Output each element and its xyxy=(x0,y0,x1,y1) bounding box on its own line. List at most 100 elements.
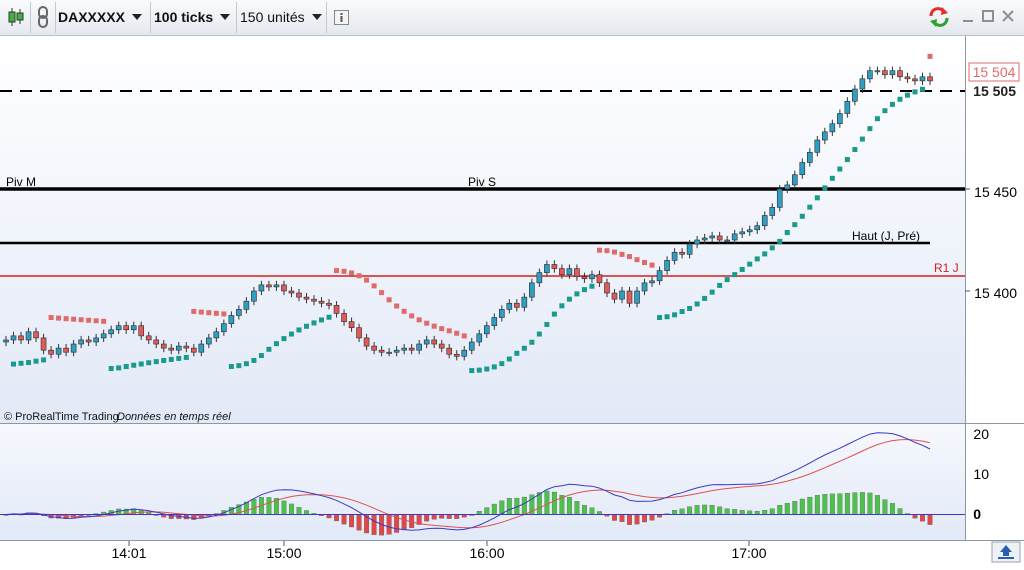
candle-body xyxy=(521,296,528,308)
histogram-bar xyxy=(491,503,497,515)
histogram-bar xyxy=(251,499,257,515)
scroll-to-end-button[interactable] xyxy=(991,541,1021,563)
candle-body xyxy=(243,300,250,310)
histogram-bar xyxy=(844,492,850,515)
candle-body xyxy=(453,353,460,357)
link-button[interactable] xyxy=(32,4,54,30)
candle-body xyxy=(739,231,745,235)
sar-dot xyxy=(424,320,430,326)
sar-dot xyxy=(341,268,347,274)
histogram-bar xyxy=(589,507,595,515)
sar-dot xyxy=(146,360,152,366)
candle-body xyxy=(544,264,550,273)
sar-dot xyxy=(814,195,820,201)
candle-body xyxy=(408,347,415,351)
histogram-bar xyxy=(289,503,294,515)
sar-dot xyxy=(657,315,663,321)
indicator-panel-bg xyxy=(0,424,965,540)
candle-body xyxy=(897,70,903,78)
histogram-bar xyxy=(506,498,512,515)
histogram-bar xyxy=(777,505,783,515)
chart-type-button[interactable] xyxy=(4,4,28,30)
histogram-bar xyxy=(581,505,587,515)
histogram-bar xyxy=(446,514,452,519)
histogram-bar xyxy=(859,492,865,515)
histogram-bar xyxy=(867,492,873,515)
sar-dot xyxy=(649,262,655,268)
sar-dot xyxy=(521,345,527,351)
chart-area[interactable]: Piv M Piv S Haut (J, Pré) R1 J 15 450 15… xyxy=(0,36,1024,565)
histogram-bar xyxy=(672,509,678,515)
sar-dot xyxy=(138,361,144,367)
histogram-bar xyxy=(762,509,768,515)
histogram-bar xyxy=(920,514,925,522)
sar-dot xyxy=(777,238,783,244)
candle-body xyxy=(213,331,220,339)
close-icon[interactable] xyxy=(1000,8,1016,24)
minimize-icon[interactable] xyxy=(960,8,976,24)
sar-dot xyxy=(589,283,595,289)
chevron-down-icon xyxy=(220,14,231,20)
candle-body xyxy=(799,162,806,176)
sar-dot xyxy=(889,101,895,107)
histogram-bar xyxy=(349,514,355,528)
maximize-icon[interactable] xyxy=(980,8,996,24)
candle-body xyxy=(153,339,160,345)
units-label: 150 unités xyxy=(240,9,305,25)
histogram-bar xyxy=(386,514,392,535)
candle-body xyxy=(206,337,212,345)
sar-dot xyxy=(852,147,858,153)
candle-body xyxy=(33,331,39,339)
sar-dot xyxy=(904,92,910,98)
sar-dot xyxy=(78,317,84,323)
candle-body xyxy=(822,131,828,141)
candle-body xyxy=(611,292,618,300)
chevron-down-icon xyxy=(311,14,322,20)
sar-dot xyxy=(732,272,738,278)
histogram-bar xyxy=(341,514,347,525)
candle-body xyxy=(529,282,535,298)
candle-body xyxy=(776,188,783,208)
refresh-icon[interactable] xyxy=(927,6,951,28)
sar-dot xyxy=(619,251,625,257)
candle-body xyxy=(303,296,310,300)
candle-body xyxy=(596,274,603,284)
candle-body xyxy=(296,292,302,298)
candle-body xyxy=(919,76,926,82)
units-selector[interactable]: 150 unités xyxy=(240,4,326,30)
sar-dot xyxy=(747,261,753,267)
candle-body xyxy=(709,235,715,239)
sar-dot xyxy=(762,251,768,257)
sar-dot xyxy=(491,364,497,370)
histogram-bar xyxy=(709,504,715,515)
histogram-bar xyxy=(687,506,693,515)
candle-body xyxy=(559,268,565,275)
candle-body xyxy=(266,284,272,288)
sar-dot xyxy=(371,283,377,289)
period-selector[interactable]: 100 ticks xyxy=(154,4,234,30)
candle-body xyxy=(701,237,708,241)
toolbar: DAXXXXX 100 ticks 150 unités xyxy=(0,0,1024,36)
candle-body xyxy=(506,302,513,310)
candle-body xyxy=(874,70,881,73)
candle-body xyxy=(761,215,768,227)
candle-body xyxy=(288,290,295,294)
instrument-selector[interactable]: DAXXXXX xyxy=(58,4,148,30)
candle-body xyxy=(912,78,918,82)
sar-dot xyxy=(724,277,730,283)
sar-dot xyxy=(326,314,332,320)
candle-body xyxy=(483,325,490,335)
sar-dot xyxy=(26,360,32,366)
sar-dot xyxy=(281,336,287,342)
price-chart[interactable]: Piv M Piv S Haut (J, Pré) R1 J 15 450 15… xyxy=(0,36,1024,565)
sar-dot xyxy=(11,361,17,367)
sar-dot xyxy=(611,249,617,255)
sar-dot xyxy=(416,317,422,323)
sar-dot xyxy=(48,315,54,321)
indicator-tick-20: 20 xyxy=(973,426,989,442)
oscillator-lines-layer xyxy=(5,432,931,531)
info-button[interactable] xyxy=(332,4,350,30)
sar-dot xyxy=(709,289,715,295)
candle-body xyxy=(281,284,287,292)
sar-dot xyxy=(642,260,648,266)
